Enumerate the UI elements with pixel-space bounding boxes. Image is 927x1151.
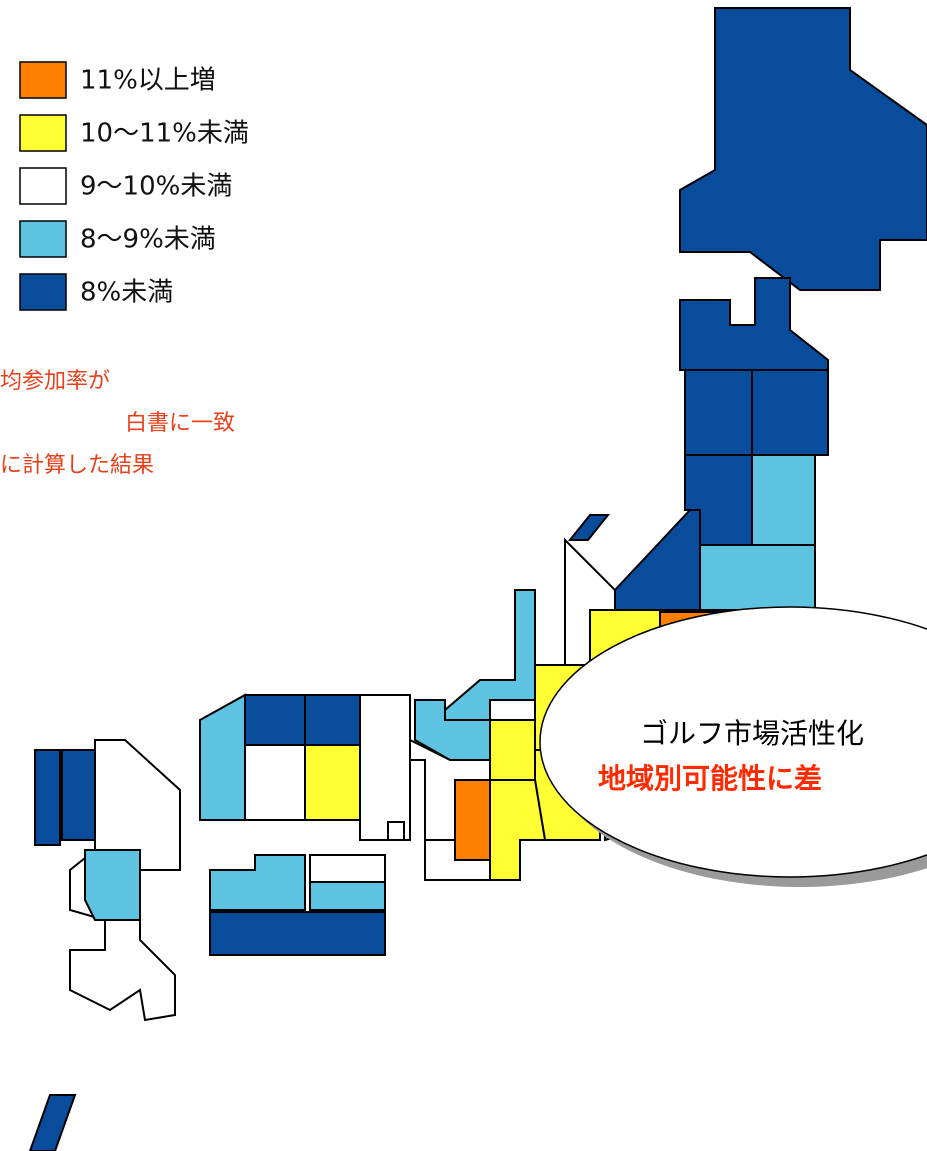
prefecture (304, 694, 361, 746)
legend-swatch (19, 167, 67, 205)
prefecture (489, 779, 547, 881)
callout-line: 地域別可能性に差 (598, 762, 822, 795)
callout-line: ゴルフ市場活性化 (640, 717, 864, 750)
prefecture (209, 911, 386, 956)
prefecture (244, 694, 306, 746)
prefecture (699, 544, 816, 611)
legend: 11%以上増 10〜11%未満 9〜10%未満 8〜9%未満 8%未満 (19, 61, 249, 311)
legend-swatch (19, 61, 67, 99)
legend-swatch (19, 114, 67, 152)
prefecture (489, 719, 536, 781)
legend-label: 10〜11%未満 (80, 119, 249, 149)
prefecture (304, 744, 361, 821)
prefecture (614, 509, 701, 611)
prefecture (199, 693, 246, 821)
prefecture (387, 821, 405, 841)
prefecture (244, 744, 306, 821)
prefecture (34, 749, 61, 846)
legend-label: 9〜10%未満 (80, 172, 232, 202)
prefecture (424, 839, 491, 881)
prefecture (61, 749, 96, 841)
legend-swatch (19, 273, 67, 311)
legend-swatch (19, 220, 67, 258)
legend-label: 11%以上増 (80, 66, 216, 96)
legend-label: 8%未満 (80, 278, 173, 308)
prefecture (209, 854, 306, 911)
prefecture (359, 694, 411, 841)
prefecture (751, 369, 829, 456)
note-line: 均参加率が (0, 369, 110, 394)
prefecture (28, 1094, 77, 1151)
note-line: に計算した結果 (0, 453, 154, 478)
callout-bubble (539, 606, 927, 878)
prefecture (454, 779, 491, 861)
note-line: 白書に一致 (125, 411, 235, 436)
prefecture (309, 854, 386, 883)
prefecture (309, 881, 386, 911)
prefecture (679, 277, 829, 371)
legend-label: 8〜9%未満 (80, 225, 216, 255)
prefecture (751, 454, 816, 546)
prefecture (684, 369, 753, 456)
prefecture (84, 849, 141, 921)
prefecture (567, 514, 611, 541)
prefecture (679, 7, 927, 291)
